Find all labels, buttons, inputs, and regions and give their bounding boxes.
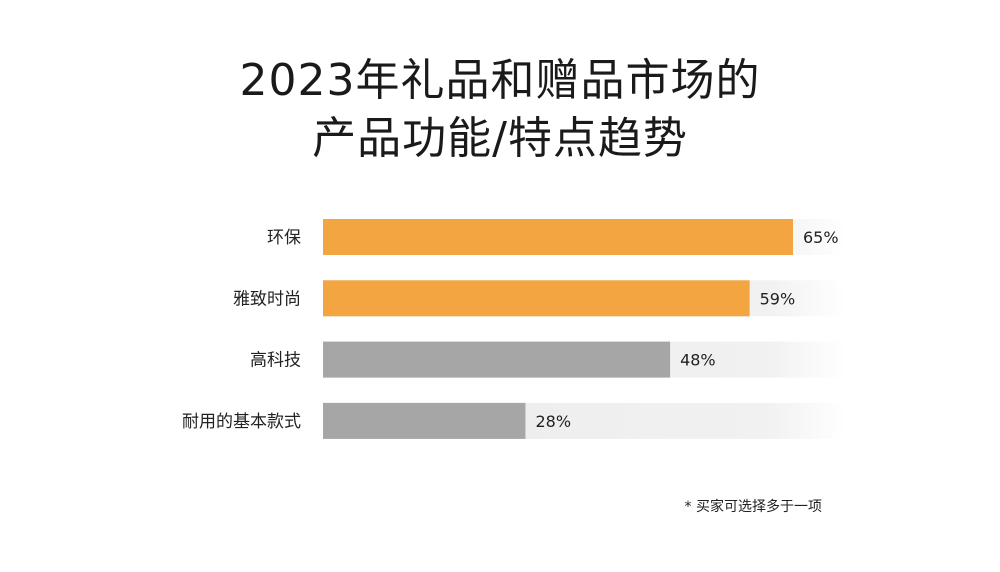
chart-title-line-2: 产品功能/特点趋势 bbox=[312, 113, 688, 164]
category-label: 耐用的基本款式 bbox=[182, 412, 301, 432]
value-label: 28% bbox=[535, 412, 571, 431]
bar bbox=[323, 341, 671, 378]
bar bbox=[323, 402, 526, 439]
bar bbox=[323, 280, 750, 317]
category-label: 雅致时尚 bbox=[233, 289, 301, 309]
category-label: 高科技 bbox=[250, 351, 301, 371]
chart-title: 2023年礼品和赠品市场的 产品功能/特点趋势 bbox=[0, 52, 1000, 168]
value-label: 48% bbox=[680, 351, 716, 370]
footnote: * 买家可选择多于一项 bbox=[684, 499, 822, 515]
bar bbox=[323, 219, 793, 255]
category-label: 环保 bbox=[267, 228, 301, 248]
value-label: 59% bbox=[760, 289, 796, 308]
value-label: 65% bbox=[803, 228, 839, 247]
chart-title-line-1: 2023年礼品和赠品市场的 bbox=[239, 55, 761, 106]
